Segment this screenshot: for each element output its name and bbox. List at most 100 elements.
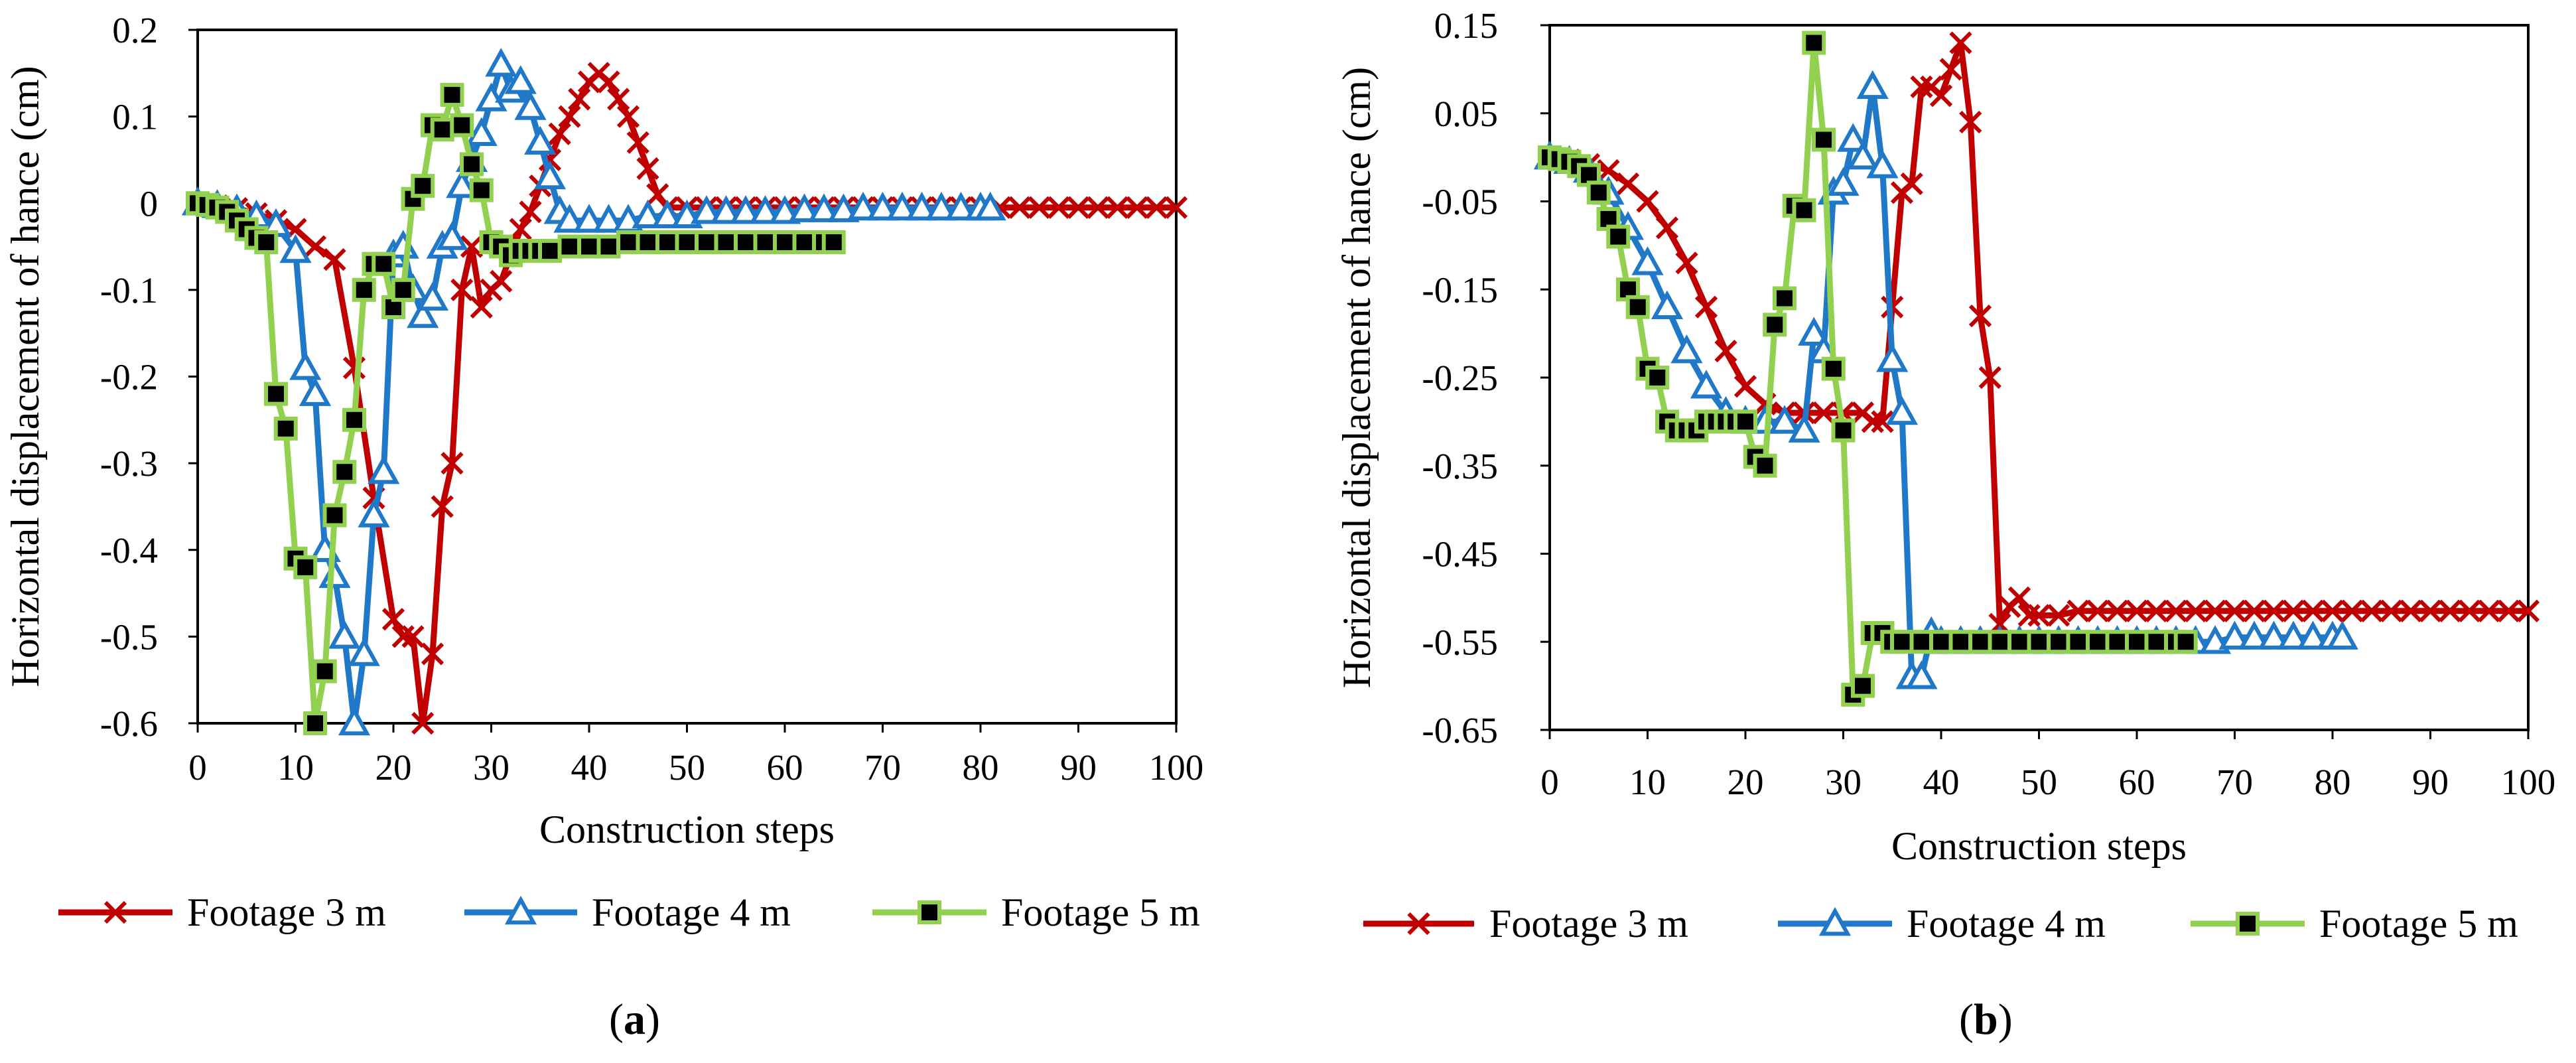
data-point [1827, 167, 1860, 196]
data-point [2360, 599, 2384, 622]
data-point [607, 88, 630, 111]
data-point [1164, 196, 1188, 219]
data-point [1792, 198, 1816, 222]
data-point [533, 160, 567, 190]
data-point [632, 199, 664, 229]
data-point [807, 193, 841, 222]
y-tick-label: 0.15 [1434, 5, 1498, 46]
data-point [2105, 630, 2130, 654]
data-point [2144, 630, 2169, 654]
data-point [2223, 599, 2246, 622]
data-point [2106, 599, 2129, 622]
data-point [446, 169, 478, 198]
data-point [2301, 599, 2325, 622]
data-point [729, 195, 762, 224]
data-point [2066, 630, 2090, 654]
data-point [2321, 599, 2344, 622]
data-point [421, 642, 444, 666]
y-tick-label: 0.2 [112, 10, 158, 50]
data-point [1851, 673, 1875, 698]
data-point [636, 157, 659, 180]
y-axis-title: Horizontal displacement of hance (cm) [3, 66, 47, 687]
data-point [655, 230, 679, 255]
x-tick-label: 50 [669, 747, 705, 788]
data-point [2340, 599, 2364, 622]
data-point [592, 204, 625, 233]
x-tick-label: 60 [2119, 762, 2155, 802]
data-point [368, 455, 400, 484]
x-tick-label: 80 [2315, 762, 2351, 802]
legend-swatch-marker [1407, 912, 1430, 936]
data-point [1978, 366, 2001, 390]
y-tick-label: 0.1 [112, 97, 158, 137]
data-point [2027, 604, 2051, 627]
data-point [2516, 599, 2540, 622]
data-point [469, 178, 494, 202]
data-point [616, 230, 640, 255]
x-axis-title: Construction steps [539, 808, 835, 851]
data-point [1812, 127, 1836, 152]
legend-swatch-marker [504, 895, 537, 925]
data-point [557, 234, 582, 259]
legend-swatch-marker [2236, 912, 2260, 936]
chart-panel-b: 0 10 20 30 40 50 60 70 80 90 100 0.15 0.05 -0.05 -0.15… [1335, 5, 2555, 1044]
data-point [391, 277, 415, 302]
series-line [197, 92, 834, 727]
y-tick-label: -0.35 [1422, 446, 1498, 486]
x-tick-label: 90 [2412, 762, 2449, 802]
data-point [407, 299, 439, 328]
x-tick-label: 10 [1629, 762, 1666, 802]
data-point [490, 269, 513, 293]
data-point [2242, 599, 2266, 622]
x-tick-label: 30 [473, 747, 509, 788]
y-tick-label: 0.05 [1434, 94, 1498, 134]
data-point [1606, 224, 1631, 249]
x-tick-label: 10 [277, 747, 314, 788]
data-point [573, 204, 606, 233]
data-point [2027, 630, 2051, 654]
data-point [2007, 630, 2031, 654]
x-tick-label: 60 [767, 747, 803, 788]
data-point [2203, 599, 2227, 622]
data-point [792, 230, 817, 255]
data-point [768, 195, 801, 224]
data-point [710, 195, 742, 224]
data-point [1802, 31, 1826, 55]
data-point [450, 113, 474, 137]
legend-item: Footage 4 m [1778, 902, 2106, 946]
x-tick-label: 0 [188, 747, 207, 788]
y-tick-label: -0.3 [100, 443, 158, 484]
series-square [186, 82, 846, 735]
legend-item: Footage 3 m [58, 890, 386, 934]
data-point [509, 218, 532, 241]
data-point [2218, 620, 2251, 650]
data-point [1655, 216, 1679, 240]
series-x [1538, 31, 2540, 636]
data-point [2419, 599, 2442, 622]
data-point [2125, 599, 2149, 622]
data-point [690, 195, 723, 224]
data-point [1837, 123, 1869, 152]
data-point [1670, 334, 1703, 364]
data-point [2477, 599, 2501, 622]
data-point [906, 191, 938, 221]
chart-panel-a: 0 10 20 30 40 50 60 70 80 90 100 0.2 0.1 0 -0.1 -0.2 -0.… [3, 10, 1203, 1044]
data-point [1773, 286, 1796, 311]
data-point [289, 351, 322, 380]
data-point [485, 48, 517, 77]
data-point [827, 193, 860, 222]
data-point [646, 183, 669, 206]
data-point [2258, 620, 2290, 650]
data-point [1885, 395, 1919, 425]
data-point [2047, 604, 2070, 627]
x-tick-label: 100 [1149, 747, 1204, 788]
data-point [2277, 620, 2310, 650]
data-point [372, 251, 396, 276]
data-point [1788, 413, 1820, 443]
panel-label-open: ( [609, 995, 624, 1044]
data-point [1798, 317, 1830, 346]
data-point [753, 230, 778, 255]
x-tick-label: 40 [571, 747, 608, 788]
x-tick-label: 70 [2216, 762, 2253, 802]
y-tick-label: 0 [140, 183, 159, 224]
